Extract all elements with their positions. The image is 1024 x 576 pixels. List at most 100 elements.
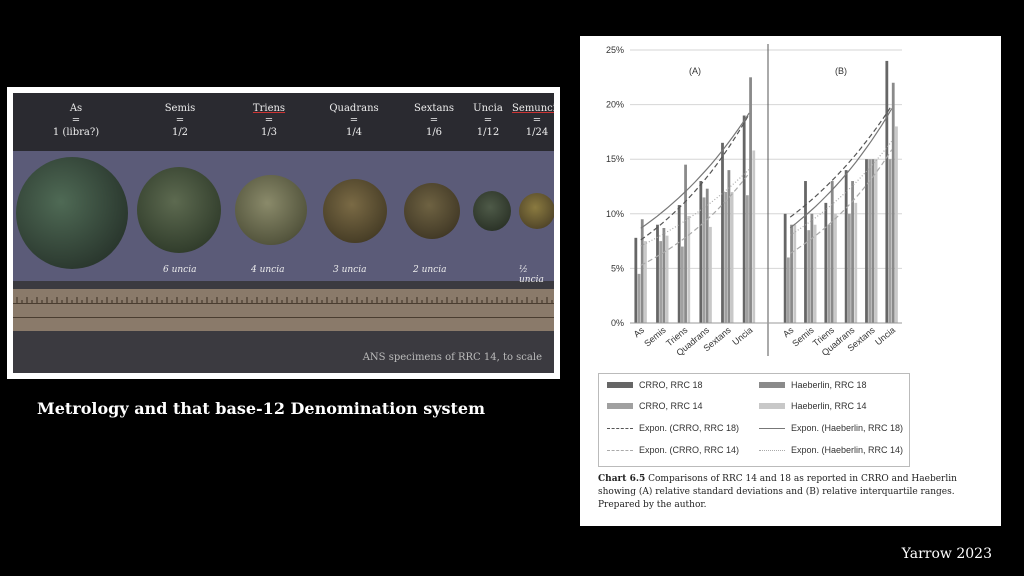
ruler-line [13, 317, 554, 318]
denomination-name: Quadrans [329, 103, 379, 114]
bar [827, 224, 831, 323]
bar [709, 226, 712, 323]
bar [885, 60, 889, 324]
chart-legend: CRRO, RRC 18 Haeberlin, RRC 18 CRRO, RRC… [598, 373, 910, 467]
bar [824, 202, 828, 323]
denomination-equals: = [532, 115, 542, 126]
denomination-name: Triens [252, 103, 286, 114]
bar [662, 227, 666, 323]
coin-label: 6 uncia [163, 265, 197, 275]
legend-entry: Haeberlin, RRC 14 [759, 401, 867, 411]
denomination-equals: = [349, 115, 359, 126]
trendline [640, 168, 750, 247]
coin-semis [137, 167, 221, 253]
legend-swatch [759, 382, 785, 388]
legend-line [759, 427, 785, 429]
bar [680, 246, 684, 323]
denomination-header [13, 93, 554, 151]
coin-uncia [473, 191, 511, 231]
trendline [640, 172, 750, 266]
coin-quadrans [323, 179, 387, 243]
coin-label: 3 uncia [333, 265, 367, 275]
legend-entry: Haeberlin, RRC 18 [759, 380, 867, 390]
legend-label: Expon. (Haeberlin, RRC 18) [791, 423, 904, 433]
denomination-name: Sextans [414, 103, 454, 114]
x-tick-label: Uncia [730, 325, 754, 347]
denomination-value: 1/6 [425, 127, 443, 138]
bar [790, 224, 793, 323]
bar [874, 159, 878, 323]
y-tick-label: 0% [611, 318, 624, 328]
ruler [13, 289, 554, 331]
coin-sextans [404, 183, 460, 239]
denomination-name: Uncia [473, 103, 503, 114]
denomination-value: 1 (libra?) [52, 127, 100, 138]
chart-note-text: Comparisons of RRC 14 and 18 as reported… [598, 474, 957, 510]
x-tick-label: As [632, 325, 647, 340]
bar [705, 188, 709, 323]
bar [721, 142, 724, 323]
legend-swatch [759, 403, 785, 409]
bar [830, 181, 834, 323]
ruler-line [13, 303, 554, 304]
legend-swatch [607, 382, 633, 388]
y-tick-label: 20% [606, 100, 624, 110]
chart-panel: 0% 5% 10% 15% 20% 25% (A) As Semis Triens Quadrans… [580, 36, 1001, 526]
bar [895, 126, 898, 323]
slide-caption: Metrology and that base-12 Denomination … [37, 399, 486, 418]
bar [644, 241, 647, 323]
x-tick-label: Semis [790, 325, 816, 349]
denomination-triens: Triens = 1/3 [234, 103, 304, 139]
legend-label: CRRO, RRC 18 [639, 380, 703, 390]
legend-entry: CRRO, RRC 14 [607, 401, 703, 411]
coin-semuncia [519, 193, 554, 229]
legend-line [607, 427, 633, 429]
denomination-value: 1/2 [171, 127, 189, 138]
bar [745, 195, 749, 323]
y-tick-label: 15% [606, 154, 624, 164]
legend-entry: Expon. (Haeberlin, RRC 18) [759, 423, 903, 433]
denomination-equals: = [175, 115, 185, 126]
bar [656, 224, 659, 323]
bar [727, 170, 731, 323]
legend-label: Expon. (CRRO, RRC 14) [639, 445, 740, 455]
bar [807, 230, 811, 323]
bar [834, 213, 837, 323]
bar [724, 191, 728, 323]
legend-label: Haeberlin, RRC 14 [791, 401, 867, 411]
denomination-value: 1/12 [476, 127, 500, 138]
legend-entry: Expon. (Haeberlin, RRC 14) [759, 445, 903, 455]
panel-label: (B) [835, 66, 847, 76]
bar [637, 273, 641, 323]
bar [844, 170, 848, 323]
coin-triens [235, 175, 307, 245]
denomination-equals: = [71, 115, 81, 126]
legend-swatch [607, 403, 633, 409]
denomination-sextans: Sextans = 1/6 [399, 103, 469, 139]
denomination-name: Semuncia [512, 103, 554, 114]
bar [687, 215, 691, 323]
denomination-quadrans: Quadrans = 1/4 [319, 103, 389, 139]
denomination-equals: = [264, 115, 274, 126]
bar [813, 224, 817, 323]
bar [684, 164, 687, 323]
trendline [640, 113, 750, 241]
ruler-ticks [16, 297, 553, 303]
bar [783, 213, 787, 323]
trendline [789, 104, 893, 218]
y-tick-label: 5% [611, 263, 624, 273]
legend-entry: Expon. (CRRO, RRC 18) [607, 423, 739, 433]
denomination-value: 1/24 [525, 127, 549, 138]
bar [665, 235, 669, 323]
legend-label: Haeberlin, RRC 18 [791, 380, 867, 390]
bar [847, 213, 851, 323]
trendline [789, 140, 893, 236]
trendline [789, 108, 893, 229]
bar [854, 202, 858, 323]
denomination-name: Semis [164, 103, 196, 114]
bar [749, 77, 752, 323]
bar [804, 181, 807, 323]
bar [891, 82, 895, 323]
denomination-as: As = 1 (libra?) [41, 103, 111, 139]
x-tick-label: Semis [642, 325, 668, 349]
